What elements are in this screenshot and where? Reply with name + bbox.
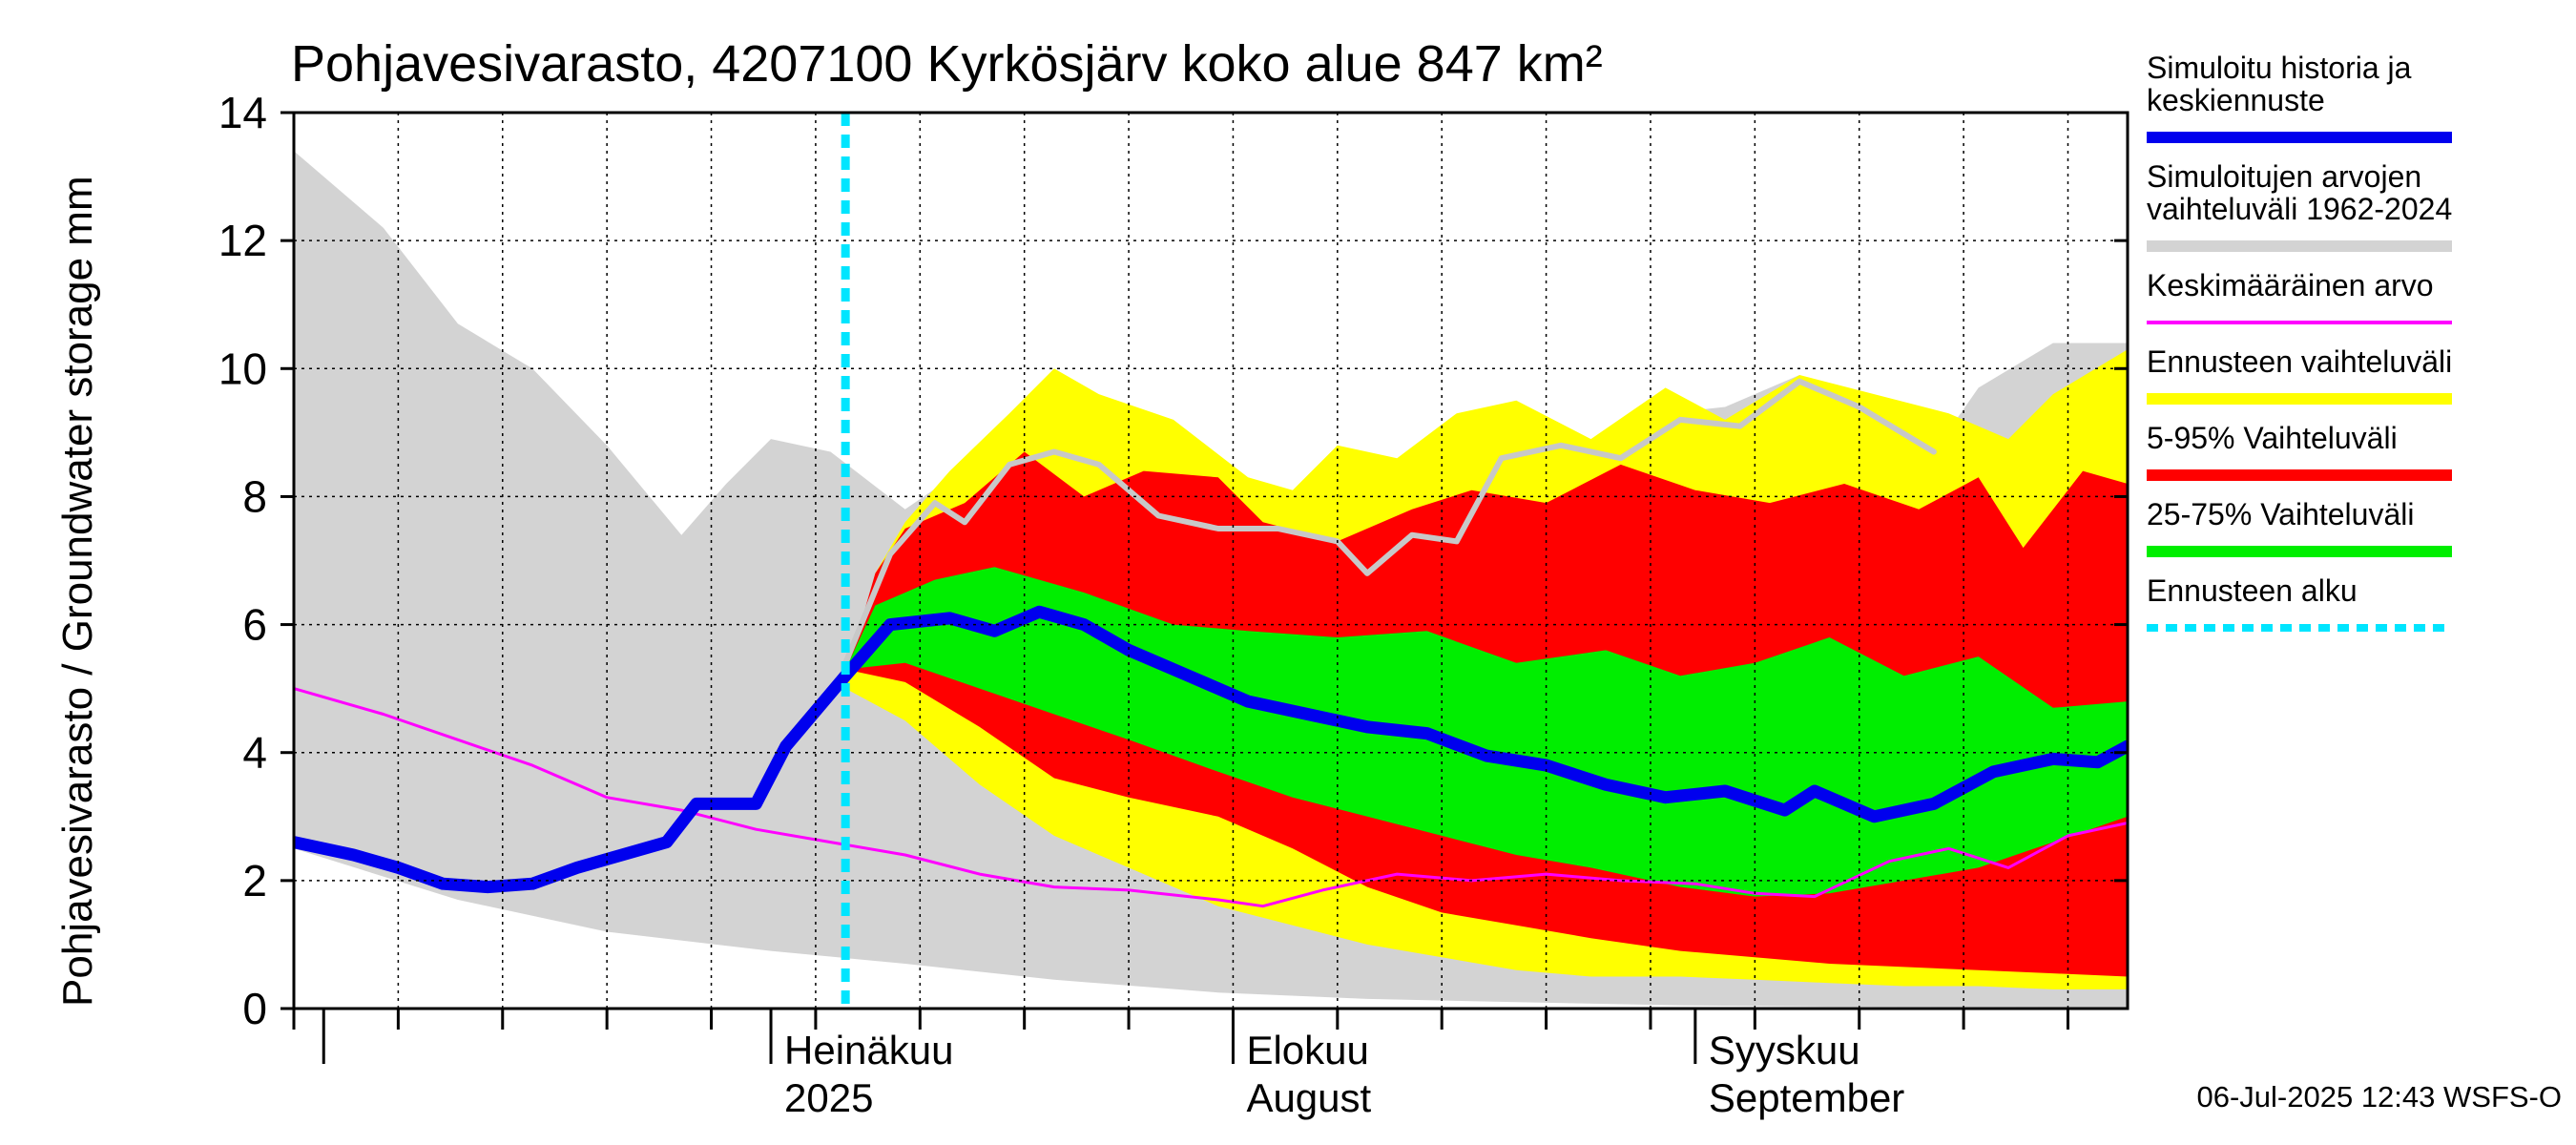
y-axis-label: Pohjavesivarasto / Groundwater storage m… [54,176,101,1007]
legend-label: 5-95% Vaihteluväli [2147,421,2398,455]
series-hist_grey_line [842,378,1937,666]
legend-label: Keskimääräinen arvo [2147,268,2434,302]
y-tick-label: 0 [242,984,267,1033]
plot-frame [292,111,2129,1010]
x-month-sublabel: 2025 [784,1075,873,1120]
legend-label: vaihteluväli 1962-2024 [2147,192,2452,226]
legend-label: 25-75% Vaihteluväli [2147,497,2414,531]
y-tick-label: 12 [218,216,267,265]
y-tick-label: 8 [242,471,267,521]
x-month-sublabel: August [1246,1075,1371,1120]
chart-title: Pohjavesivarasto, 4207100 Kyrkösjärv kok… [291,35,1603,93]
series-median_forecast [294,605,2128,894]
legend-label: keskiennuste [2147,83,2325,117]
legend-label: Ennusteen vaihteluväli [2147,344,2452,379]
y-tick-label: 4 [242,728,267,778]
plot-inner [294,151,2128,1008]
legend-label: Simuloitu historia ja [2147,51,2412,85]
y-tick-label: 14 [218,88,267,137]
footer-timestamp: 06-Jul-2025 12:43 WSFS-O [2196,1080,2562,1114]
y-tick-label: 2 [242,856,267,906]
x-month-sublabel: September [1709,1075,1904,1120]
x-month-label: Heinäkuu [784,1028,953,1072]
legend-label: Simuloitujen arvojen [2147,159,2421,194]
y-tick-label: 6 [242,600,267,650]
y-tick-label: 10 [218,344,267,393]
series-mean [294,687,2128,908]
band-p25_75 [845,567,2128,897]
legend-label: Ennusteen alku [2147,573,2358,608]
x-month-label: Elokuu [1246,1028,1368,1072]
x-month-label: Syyskuu [1709,1028,1860,1072]
